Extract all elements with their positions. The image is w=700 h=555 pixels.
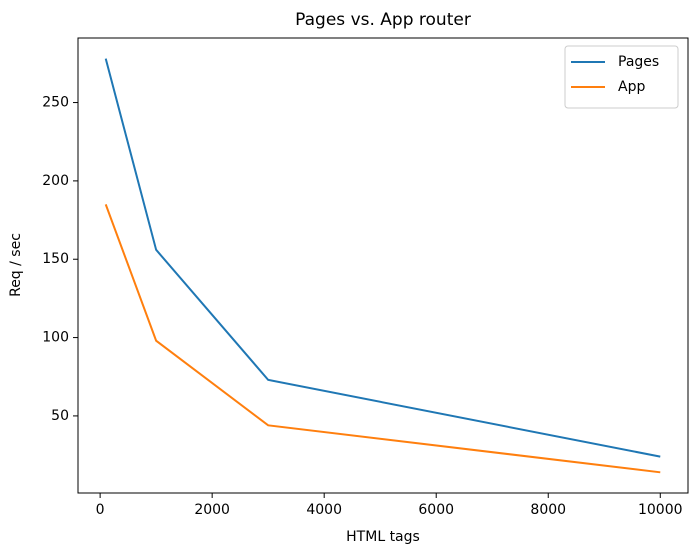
x-tick-label: 6000	[418, 502, 454, 518]
x-axis-label: HTML tags	[346, 529, 420, 545]
chart-title: Pages vs. App router	[295, 10, 471, 30]
legend-label: App	[618, 79, 645, 95]
y-tick-label: 100	[42, 330, 69, 346]
y-tick-label: 150	[42, 251, 69, 267]
y-tick-label: 250	[42, 95, 69, 111]
x-tick-label: 10000	[638, 502, 683, 518]
plot-frame	[77, 37, 689, 494]
series-line	[104, 204, 661, 474]
x-tick-label: 4000	[306, 502, 342, 518]
y-tick-label: 50	[51, 408, 69, 424]
x-tick-label: 0	[96, 502, 105, 518]
series-line	[104, 58, 661, 458]
x-tick-label: 8000	[530, 502, 566, 518]
x-tick-label: 2000	[194, 502, 230, 518]
y-tick-label: 200	[42, 173, 69, 189]
legend-label: Pages	[618, 54, 659, 70]
y-axis-label: Req / sec	[8, 233, 24, 297]
